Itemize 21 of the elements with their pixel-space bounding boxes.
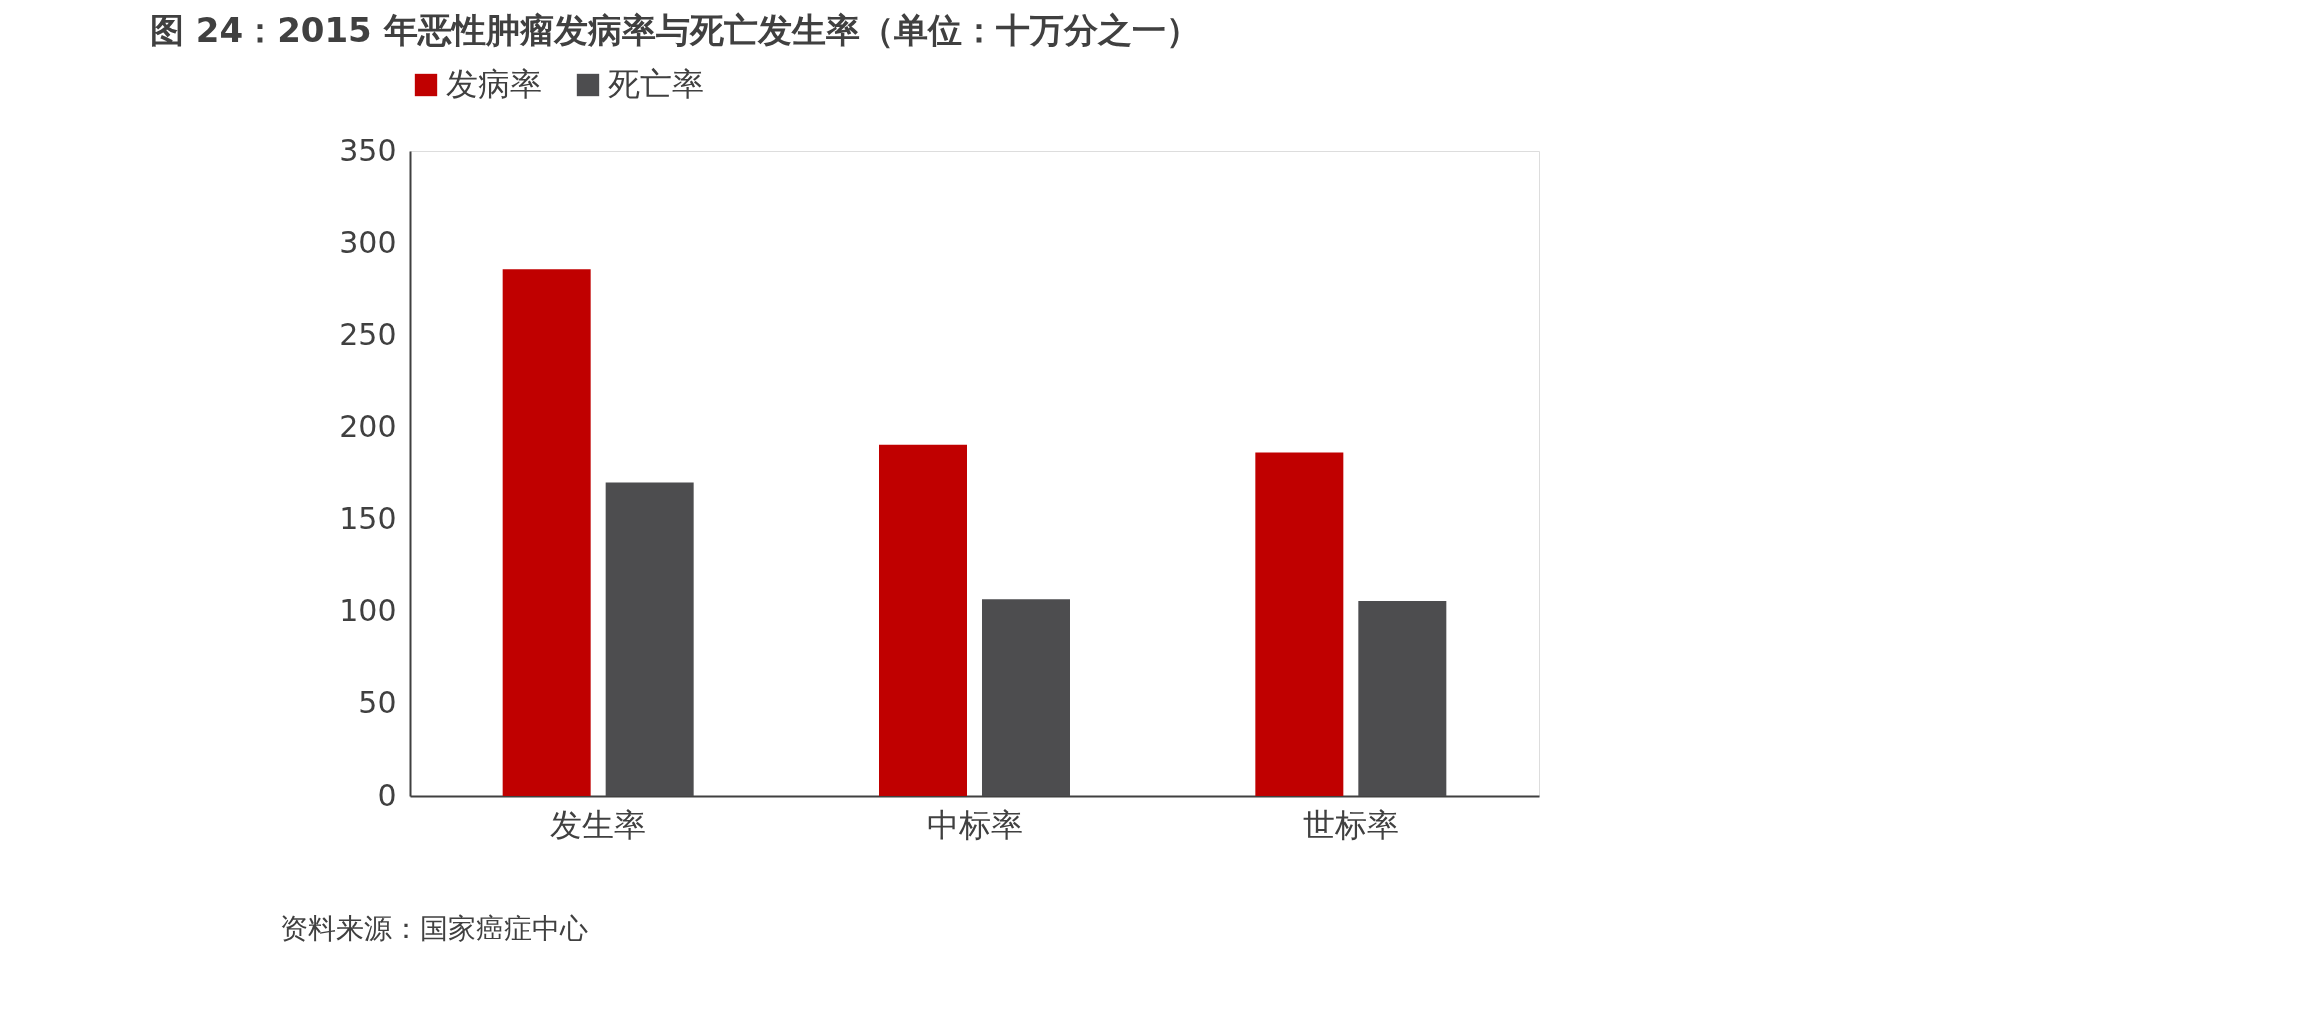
y-tick-label: 100 xyxy=(339,593,397,629)
bar xyxy=(605,482,694,796)
legend-label: 发病率 xyxy=(446,65,542,103)
y-tick-label: 0 xyxy=(377,777,397,813)
bar xyxy=(982,599,1070,796)
y-tick-label: 150 xyxy=(339,501,397,537)
x-tick-label: 发生率 xyxy=(550,805,647,844)
y-tick-label: 200 xyxy=(339,408,397,444)
x-tick-label: 中标率 xyxy=(926,805,1023,844)
y-tick-label: 300 xyxy=(339,224,397,260)
y-tick-label: 250 xyxy=(339,316,397,352)
bar xyxy=(879,444,967,796)
chart-title: 图 24：2015 年恶性肿瘤发病率与死亡发生率（单位：十万分之一） xyxy=(150,10,1200,50)
bar xyxy=(1358,601,1447,796)
legend-label: 死亡率 xyxy=(608,65,704,103)
bar xyxy=(1255,452,1344,796)
y-tick-label: 350 xyxy=(339,132,397,168)
x-tick-label: 世标率 xyxy=(1302,805,1399,844)
bar xyxy=(502,269,591,796)
text: 资料来源：国家癌症中心 xyxy=(280,912,588,945)
y-tick-label: 50 xyxy=(358,685,397,721)
